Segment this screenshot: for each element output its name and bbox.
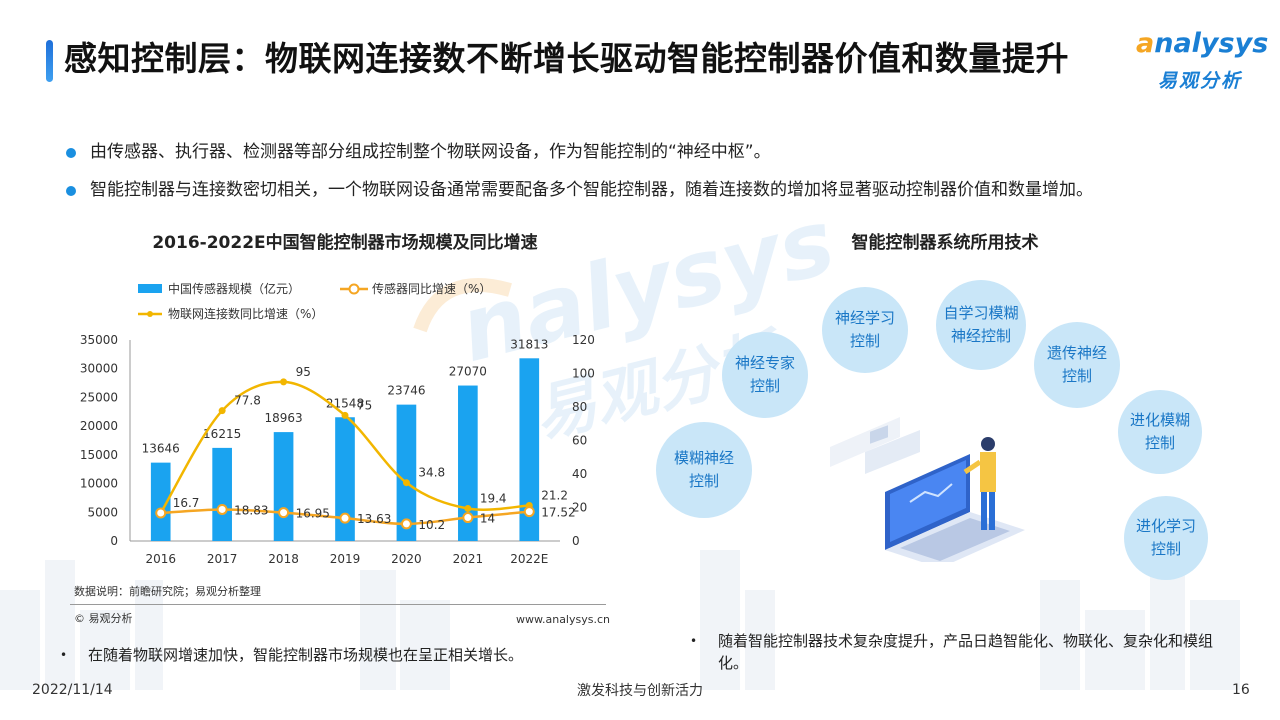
legend-swatch-sensor-size [138,284,162,293]
point-label-sensor-growth: 14 [480,512,495,526]
bullet-item: 由传感器、执行器、检测器等部分组成控制整个物联网设备，作为智能控制的“神经中枢”… [64,140,1244,164]
bar-value-label: 18963 [264,411,302,425]
legend-label-sensor-size: 中国传感器规模（亿元） [168,281,300,296]
point-iot-growth [280,378,288,386]
x-tick-label: 2022E [510,552,548,566]
footer-slogan: 激发科技与创新活力 [577,683,703,699]
point-label-sensor-growth: 16.95 [296,507,330,521]
bar-value-label: 31813 [510,337,548,351]
bar-sensor-size [150,462,171,541]
bar-sensor-size [519,358,540,541]
bar-sensor-size [273,432,294,541]
techniques-title: 智能控制器系统所用技术 [851,233,1039,253]
laptop-illustration [830,417,1025,562]
x-tick-label: 2016 [145,552,176,566]
bubble-neural-learning-control: 神经学习控制 [822,287,908,373]
analysys-logo: analysys 易观分析 [1128,28,1268,98]
bubble-self-learning-fuzzy-neural-control: 自学习模糊神经控制 [936,280,1026,370]
logo-chinese: 易观分析 [1158,70,1243,92]
bar-sensor-size [335,417,355,541]
legend-marker-iot-growth [147,311,153,317]
y-left-tick-label: 20000 [80,419,118,433]
market-size-chart: 中国传感器规模（亿元） 传感器同比增速（%） 物联网连接数同比增速（%） 0 5000 1… [80,281,595,566]
point-sensor-growth [400,518,412,530]
note-bullet: • [690,634,698,648]
y-left-tick-label: 35000 [80,333,118,347]
x-tick-label: 2019 [330,552,361,566]
page-number: 16 [1232,682,1250,698]
point-iot-growth [464,505,472,513]
bubble-evolutionary-learning-control: 进化学习控制 [1124,496,1208,580]
y-left-tick-label: 0 [110,534,118,548]
bullet-list: 由传感器、执行器、检测器等部分组成控制整个物联网设备，作为智能控制的“神经中枢”… [64,140,1244,216]
point-label-iot-growth: 34.8 [418,466,445,480]
right-note: • 随着智能控制器技术复杂度提升，产品日趋智能化、物联化、复杂化和模组化。 [690,632,1214,672]
y-right-tick-label: 80 [572,400,587,414]
bar-sensor-size [396,404,417,541]
footer-date: 2022/11/14 [32,682,113,698]
point-sensor-growth [523,506,535,518]
point-label-iot-growth: 19.4 [480,492,507,506]
point-sensor-growth [462,512,474,524]
x-tick-label: 2017 [207,552,238,566]
y-right-tick-label: 120 [572,333,595,347]
y-left-tick-label: 15000 [80,448,118,462]
chart-title: 2016-2022E中国智能控制器市场规模及同比增速 [152,233,538,253]
logo-wordmark: analysys [1136,28,1269,59]
point-label-sensor-growth: 10.2 [418,518,445,532]
point-iot-growth [341,411,349,419]
x-tick-label: 2018 [268,552,299,566]
bar-sensor-size [212,447,232,541]
y-left-tick-label: 10000 [80,477,118,491]
point-sensor-growth [155,507,167,519]
point-label-sensor-growth: 17.52 [541,506,575,520]
copyright: © 易观分析 [74,612,133,625]
bullet-dot-icon [66,186,76,196]
point-label-sensor-growth: 13.63 [357,512,391,526]
bubble-evolutionary-fuzzy-control: 进化模糊控制 [1118,390,1202,474]
divider [70,604,606,605]
legend-marker-sensor-growth [348,283,360,295]
y-left-tick-label: 25000 [80,390,118,404]
x-tick-label: 2021 [453,552,484,566]
y-right-tick-label: 40 [572,467,587,481]
point-iot-growth [218,407,226,415]
bubble-neural-expert-control: 神经专家控制 [722,332,808,418]
left-note: • 在随着物联网增速加快，智能控制器市场规模也在呈正相关增长。 [60,646,524,664]
y-right-tick-label: 60 [572,434,587,448]
legend-label-sensor-growth: 传感器同比增速（%） [372,281,491,296]
bullet-dot-icon [66,148,76,158]
legend-label-iot-growth: 物联网连接数同比增速（%） [168,306,323,321]
bar-value-label: 23746 [387,384,425,398]
y-left-tick-label: 5000 [87,505,118,519]
data-source: 数据说明：前瞻研究院；易观分析整理 [74,585,261,598]
point-sensor-growth [216,503,228,515]
page-title: 感知控制层：物联网连接数不断增长驱动智能控制器价值和数量提升 [64,39,1069,78]
bubble-fuzzy-neural-control: 模糊神经控制 [656,422,752,518]
website-url: www.analysys.cn [516,613,610,626]
bullet-item: 智能控制器与连接数密切相关，一个物联网设备通常需要配备多个智能控制器，随着连接数… [64,178,1244,202]
y-right-tick-label: 0 [572,534,580,548]
x-tick-label: 2020 [391,552,422,566]
y-right-tick-label: 100 [572,367,595,381]
point-label-iot-growth: 16.7 [173,496,200,510]
bar-value-label: 13646 [142,442,180,456]
point-iot-growth [402,479,410,487]
point-sensor-growth [339,512,351,524]
bubble-genetic-neural-control: 遗传神经控制 [1034,322,1120,408]
bar-value-label: 16215 [203,427,241,441]
bar-sensor-size [458,385,478,541]
y-left-tick-label: 30000 [80,362,118,376]
point-label-iot-growth: 95 [296,365,311,379]
point-label-iot-growth: 77.8 [234,394,261,408]
title-accent-bar [46,40,53,82]
bar-value-label: 27070 [449,365,487,379]
point-label-iot-growth: 75 [357,398,372,412]
y-right-tick-label: 20 [572,501,587,515]
point-label-sensor-growth: 18.83 [234,503,268,517]
note-bullet: • [60,648,68,662]
point-label-iot-growth: 21.2 [541,488,568,502]
point-sensor-growth [278,507,290,519]
